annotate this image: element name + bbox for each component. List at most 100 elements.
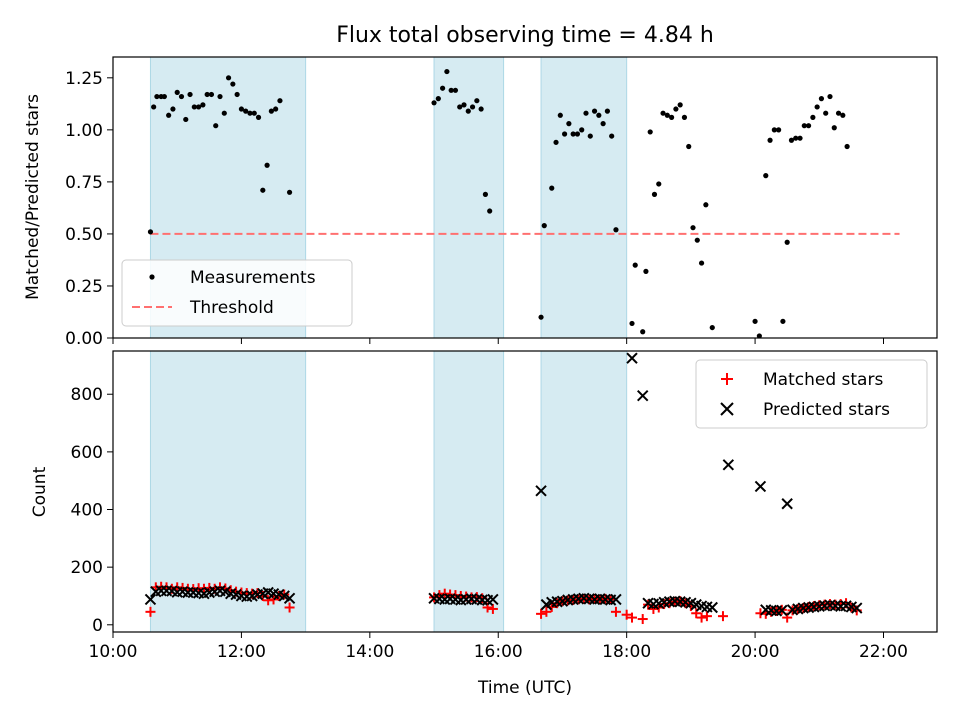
measurement-point <box>788 137 795 143</box>
cross-stroke <box>760 604 772 616</box>
predicted-star-point <box>722 459 735 471</box>
measurement-point <box>174 89 180 95</box>
measurement-point <box>686 143 692 150</box>
bottom-legend: Matched stars Predicted stars <box>695 359 928 429</box>
measurement-point <box>191 104 197 110</box>
measurement-point <box>591 108 598 114</box>
legend-measurements-label: Measurements <box>190 268 316 288</box>
measurement-point <box>238 106 245 112</box>
measurement-point <box>178 93 185 100</box>
predicted-star-point <box>626 352 638 364</box>
y-tick-label: 1.25 <box>65 69 103 89</box>
y-tick-label: 0.25 <box>65 277 103 297</box>
cross-stroke <box>267 587 280 600</box>
predicted-star-point <box>776 604 788 617</box>
measurement-point <box>557 112 563 118</box>
cross-stroke <box>283 592 296 604</box>
measurement-point <box>776 127 782 133</box>
x-tick-label: 22:00 <box>859 642 908 662</box>
y-tick-label: 600 <box>71 443 103 463</box>
x-tick-label: 16:00 <box>474 642 523 662</box>
cross-stroke <box>214 585 226 597</box>
x-tick-label: 20:00 <box>731 642 780 662</box>
measurement-point <box>561 131 568 137</box>
cross-stroke <box>674 596 686 608</box>
measurement-point <box>656 181 662 187</box>
measurement-point <box>268 108 274 114</box>
x-tick-label: 12:00 <box>217 642 266 662</box>
legend-predicted-label: Predicted stars <box>763 400 890 420</box>
predicted-star-point <box>637 389 649 402</box>
top-panel: 0.00 0.25 0.50 0.75 1.00 1.25 Matched/Predict… <box>23 56 938 349</box>
matched-star-point <box>648 603 659 614</box>
measurement-point <box>756 333 762 339</box>
cross-stroke <box>706 601 718 614</box>
measurement-point <box>208 91 215 98</box>
bottom-legend-box <box>695 359 928 429</box>
cross-stroke <box>679 596 692 609</box>
measurement-point <box>810 114 816 120</box>
cross-stroke <box>754 480 767 493</box>
measurement-point <box>161 93 167 100</box>
measurement-point <box>805 123 812 129</box>
shaded-interval <box>433 56 505 339</box>
cross-stroke <box>776 604 788 617</box>
bottom-y-axis-label: Count <box>30 466 50 517</box>
matched-star-point <box>643 599 654 610</box>
measurement-point <box>660 110 666 116</box>
measurement-point <box>814 104 820 110</box>
matched-star-point <box>717 611 728 622</box>
measurement-point <box>234 91 240 98</box>
predicted-star-point <box>283 592 296 604</box>
cross-stroke <box>722 459 735 471</box>
predicted-star-point <box>610 593 622 606</box>
x-tick-label: 10:00 <box>89 642 138 662</box>
measurement-point <box>538 314 544 320</box>
measurement-point <box>640 329 646 335</box>
measurement-point <box>151 104 157 110</box>
matched-star-point <box>487 603 498 614</box>
cross-stroke <box>829 600 842 612</box>
cross-stroke <box>637 389 649 402</box>
measurement-point <box>690 225 696 231</box>
cross-stroke <box>160 585 173 597</box>
measurement-point <box>461 102 467 108</box>
measurement-point <box>579 127 585 133</box>
x-axis-label: Time (UTC) <box>477 678 572 698</box>
measurement-point <box>286 189 293 195</box>
measurement-point <box>264 162 270 168</box>
matched-star-point <box>145 606 156 617</box>
shaded-interval <box>433 350 505 633</box>
predicted-star-point <box>535 485 547 497</box>
top-legend: Measurements Threshold <box>121 259 353 327</box>
measurement-point <box>277 98 283 104</box>
cross-stroke <box>428 592 440 604</box>
measurement-point <box>651 191 658 197</box>
bottom-axes-frame <box>112 350 938 633</box>
predicted-star-point <box>781 498 793 510</box>
measurement-point <box>752 318 758 324</box>
matched-star-point <box>284 602 295 613</box>
measurement-point <box>260 187 266 193</box>
measurement-point <box>549 185 555 191</box>
cross-stroke <box>642 597 654 609</box>
bottom-x-ticks: 10:00 12:00 14:00 16:00 18:00 20:00 22:00 <box>89 632 908 662</box>
measurement-point <box>771 127 777 133</box>
cross-stroke <box>690 598 702 611</box>
measurement-point <box>196 104 202 110</box>
measurement-point <box>225 75 232 81</box>
bottom-panel: 0 200 400 600 800 10:00 12:00 14:00 16:00 18:00 2… <box>30 350 938 698</box>
measurement-point <box>574 131 581 137</box>
measurement-point <box>204 91 210 98</box>
measurement-point <box>230 81 236 87</box>
cross-stroke <box>626 352 638 364</box>
measurement-point <box>251 110 257 116</box>
measurement-point <box>465 108 471 114</box>
matched-star-point <box>696 612 707 623</box>
measurement-point <box>664 112 670 118</box>
measurement-point <box>221 110 227 116</box>
measurement-point <box>823 110 829 116</box>
measurement-point <box>553 139 559 145</box>
measurement-point <box>763 173 769 179</box>
